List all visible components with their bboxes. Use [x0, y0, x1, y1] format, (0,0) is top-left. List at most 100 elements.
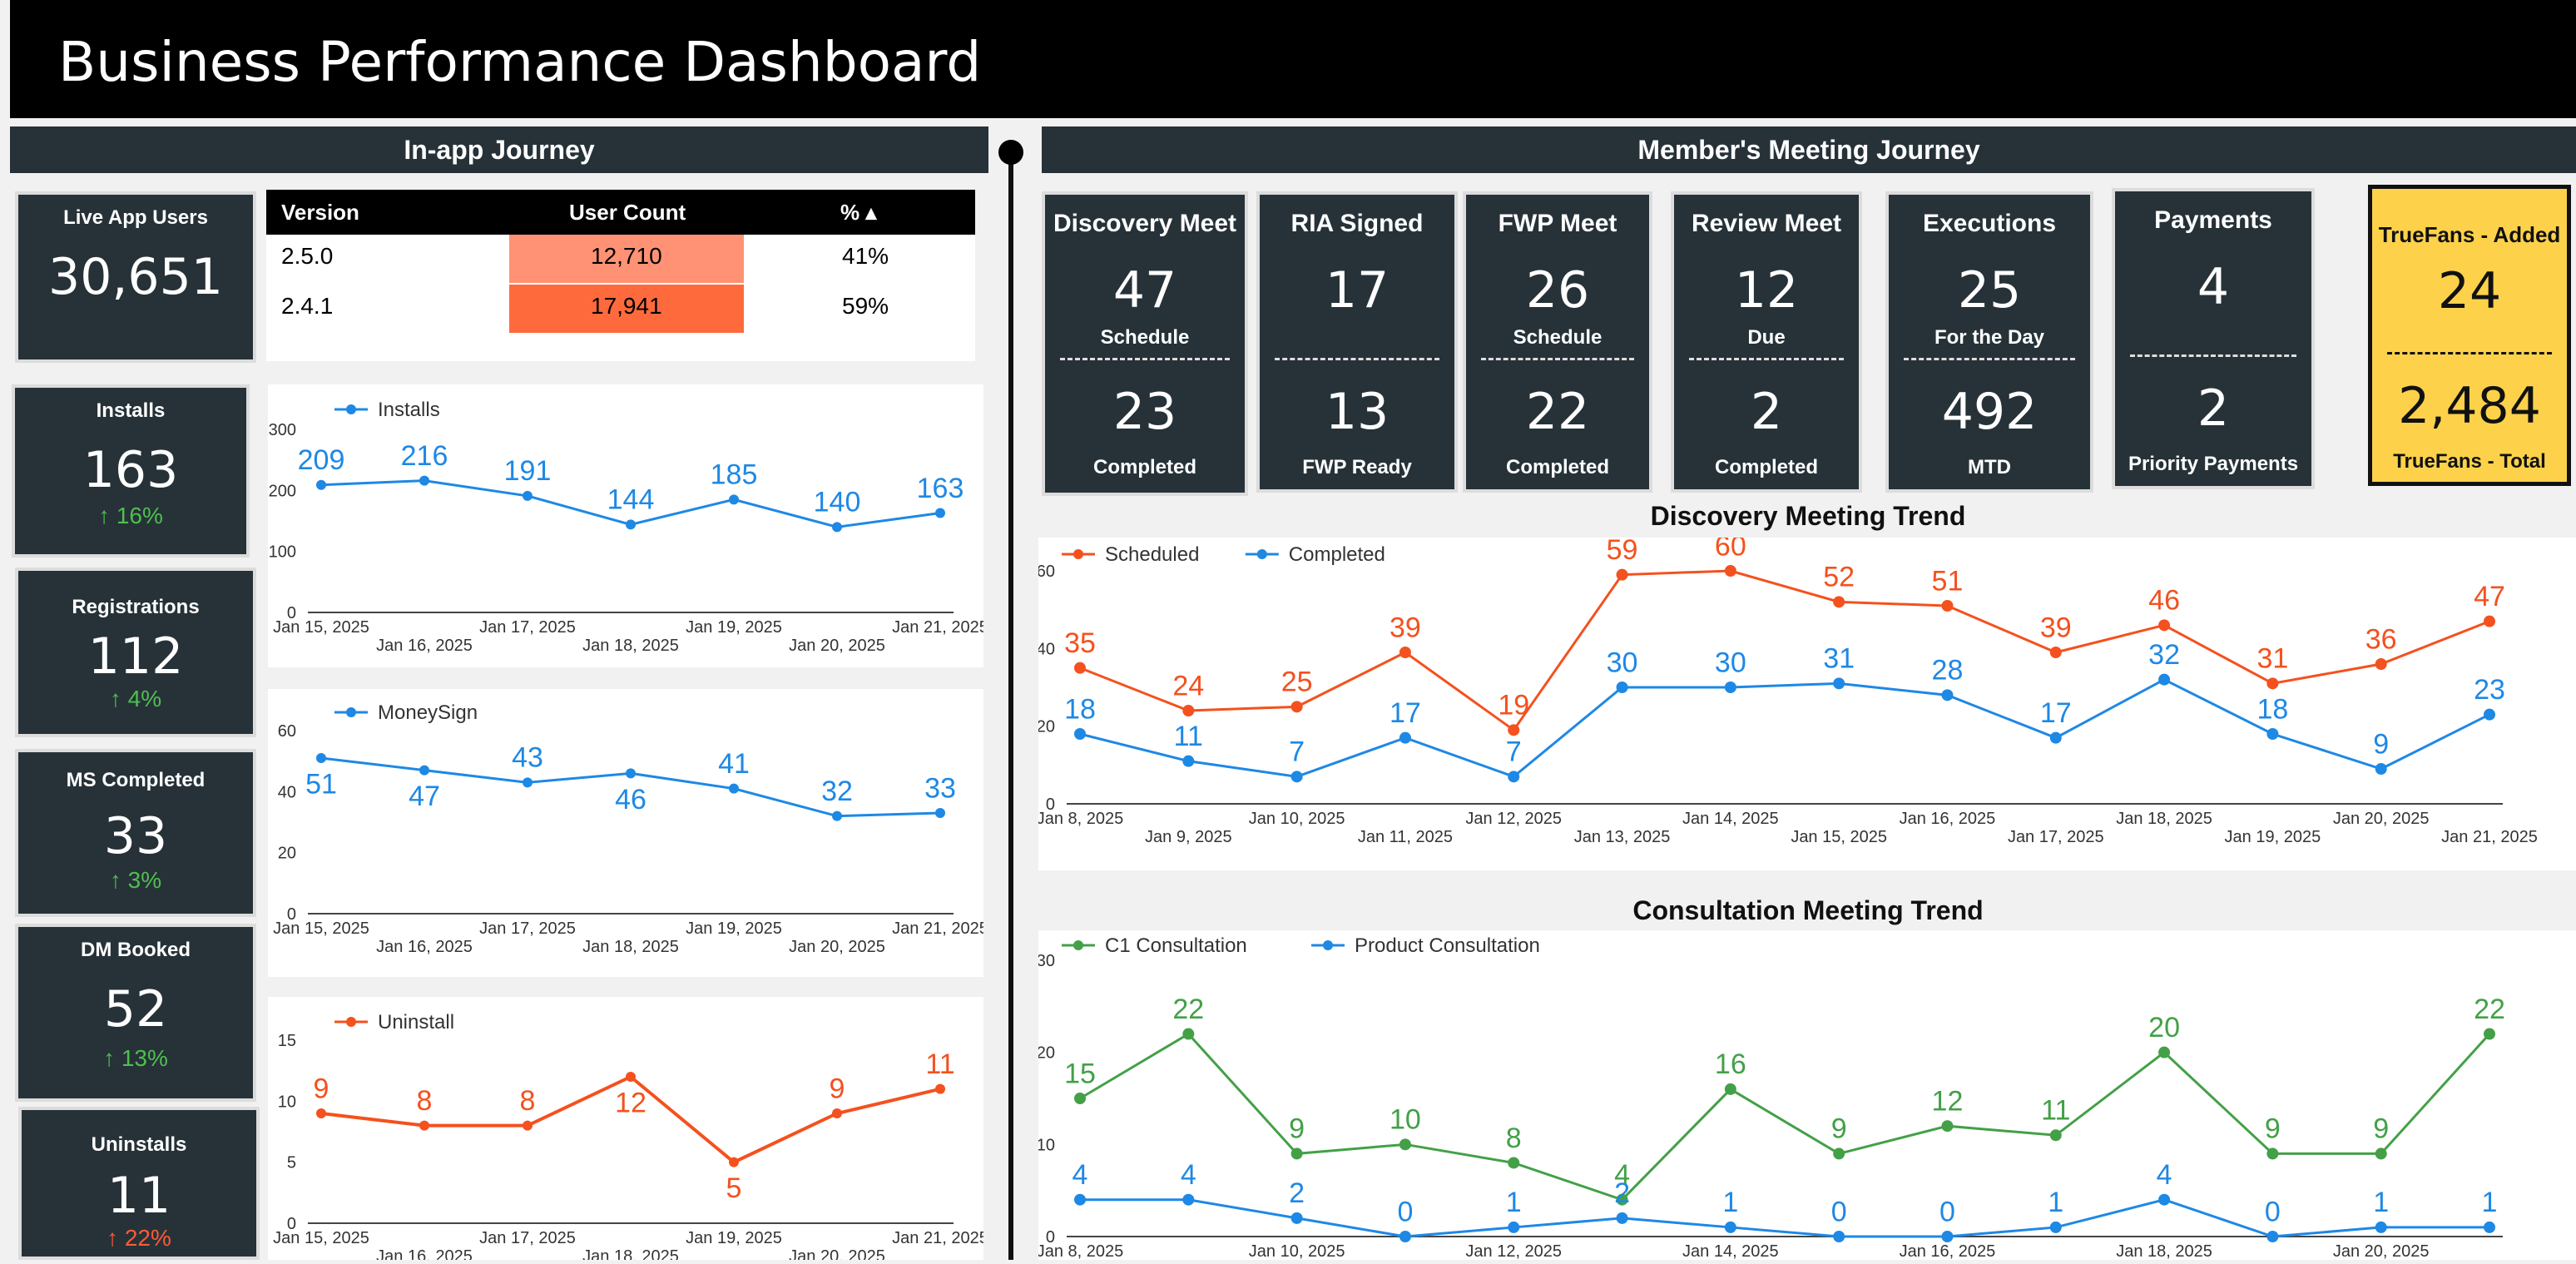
x-tick-label: Jan 15, 2025 — [273, 1229, 369, 1247]
data-point — [2375, 658, 2387, 670]
data-label: 7 — [1289, 736, 1305, 768]
x-tick-label: Jan 21, 2025 — [892, 919, 983, 938]
x-tick-label: Jan 19, 2025 — [686, 618, 782, 637]
data-label: 1 — [2482, 1187, 2498, 1218]
kpi-label: Registrations — [72, 596, 200, 618]
legend-marker — [1256, 549, 1267, 559]
meeting-tile-3: FWP Meet 26 Schedule 22 Completed — [1463, 191, 1652, 493]
x-tick-label: Jan 18, 2025 — [582, 1247, 679, 1260]
data-point — [1941, 689, 1954, 701]
data-label: 0 — [1939, 1196, 1955, 1227]
y-tick-label: 0 — [287, 604, 296, 622]
tile-divider — [1275, 358, 1439, 360]
data-point — [2158, 673, 2171, 686]
data-point — [316, 479, 326, 490]
version-table: Version User Count % ▴ 2.5.0 12,710 41% … — [266, 190, 975, 361]
legend-label-2: Product Consultation — [1355, 934, 1540, 957]
kpi-uninstalls: Uninstalls 11 ↑ 22% — [18, 1107, 260, 1260]
in-app-journey-header: In-app Journey — [10, 126, 988, 173]
data-label: 59 — [1607, 538, 1638, 566]
data-point — [626, 519, 636, 530]
data-point — [935, 808, 945, 818]
data-label: 144 — [607, 484, 655, 516]
data-point — [523, 490, 533, 501]
x-tick-label: Jan 20, 2025 — [2333, 1242, 2430, 1260]
data-point — [419, 1120, 429, 1131]
meeting-tile-1: Discovery Meet 47 Schedule 23 Completed — [1042, 191, 1248, 496]
kpi-change: ↑ 4% — [109, 686, 162, 711]
discovery-chart-panel: 0 20 40 60 Jan 8, 2025 Jan 9, 2025 Jan 10, 202… — [1037, 530, 2576, 870]
data-label: 35 — [1064, 627, 1096, 659]
data-label: 18 — [2256, 693, 2288, 725]
kpi-change: ↑ 3% — [109, 867, 162, 893]
x-tick-label: Jan 10, 2025 — [1249, 1242, 1345, 1260]
header-user-count[interactable]: User Count — [569, 200, 686, 225]
x-tick-label: Jan 14, 2025 — [1682, 810, 1779, 828]
data-point — [2375, 1148, 2387, 1160]
data-label: 41 — [718, 748, 750, 780]
tile-bottom-value: 22 — [1525, 383, 1590, 441]
x-tick-label: Jan 21, 2025 — [892, 1229, 983, 1247]
data-point — [1833, 1148, 1845, 1160]
dashboard-title: Business Performance Dashboard — [58, 30, 982, 94]
legend-label-1: Uninstall — [378, 1011, 454, 1034]
uninstall-chart: 0 5 10 15 Jan 15, 2025 Jan 16, 2025 Jan 17, 20… — [273, 1011, 988, 1264]
y-tick-label: 30 — [1038, 952, 1055, 970]
data-point — [419, 765, 429, 776]
y-tick-label: 60 — [1038, 563, 1055, 581]
tile-bottom-label: TrueFans - Total — [2393, 450, 2546, 473]
data-label: 46 — [2148, 585, 2180, 617]
tile-top-label: Schedule — [1513, 326, 1603, 349]
data-label: 1 — [2048, 1187, 2063, 1218]
header-version[interactable]: Version — [281, 200, 359, 225]
data-label: 31 — [1823, 643, 1855, 675]
kpi-label: Installs — [96, 399, 166, 422]
data-label: 19 — [1498, 690, 1529, 721]
meeting-tile-2: RIA Signed 17 13 FWP Ready — [1256, 191, 1458, 493]
discovery-trend-title: Discovery Meeting Trend — [1650, 501, 1966, 531]
data-point — [1724, 565, 1736, 577]
data-point — [1616, 568, 1628, 581]
x-tick-label: Jan 12, 2025 — [1465, 810, 1562, 828]
arrow-up-icon: ↑ — [109, 867, 128, 893]
header-percent[interactable]: % ▴ — [840, 200, 877, 225]
data-label: 1 — [1506, 1187, 1522, 1218]
x-tick-label: Jan 15, 2025 — [273, 618, 369, 637]
data-label: 7 — [1506, 736, 1522, 768]
data-point — [1941, 600, 1954, 612]
data-label: 12 — [615, 1088, 646, 1119]
kpi-change: ↑ 16% — [98, 503, 163, 528]
tile-divider — [1481, 358, 1634, 360]
count-bar-row-2 — [509, 285, 744, 333]
consultation-trend-title: Consultation Meeting Trend — [1632, 895, 1984, 925]
row-2-pct: 59% — [842, 293, 889, 319]
y-tick-label: 100 — [269, 543, 296, 562]
data-point — [2158, 1193, 2171, 1206]
kpi-value: 112 — [87, 627, 184, 686]
x-tick-label: Jan 8, 2025 — [1038, 1242, 1123, 1260]
data-point — [1290, 1148, 1303, 1160]
y-tick-label: 0 — [1046, 1228, 1055, 1247]
row-1-pct: 41% — [842, 243, 889, 269]
data-label: 33 — [924, 772, 956, 804]
data-point — [1508, 1221, 1520, 1233]
arrow-up-icon: ↑ — [98, 503, 116, 528]
data-point — [1616, 682, 1628, 693]
kpi-value: 11 — [107, 1167, 171, 1225]
installs-chart-panel: 0 100 200 300 Jan 15, 2025 Jan 16, 2025 Jan 17… — [268, 384, 988, 667]
meeting-tile-6: Payments 4 2 Priority Payments — [2112, 188, 2315, 489]
data-label: 8 — [1506, 1123, 1522, 1154]
data-label: 46 — [615, 784, 646, 815]
data-label: 20 — [2148, 1012, 2180, 1043]
kpi-label: Live App Users — [63, 206, 208, 229]
data-label: 11 — [2041, 1095, 2070, 1127]
x-tick-label: Jan 16, 2025 — [1900, 1242, 1996, 1260]
x-tick-label: Jan 16, 2025 — [376, 1247, 473, 1260]
row-2-version: 2.4.1 — [281, 293, 334, 319]
x-tick-label: Jan 20, 2025 — [2333, 810, 2430, 828]
tile-bottom-value: 492 — [1941, 383, 2038, 441]
tile-title: Discovery Meet — [1053, 210, 1237, 237]
kpi-label: DM Booked — [81, 939, 191, 961]
